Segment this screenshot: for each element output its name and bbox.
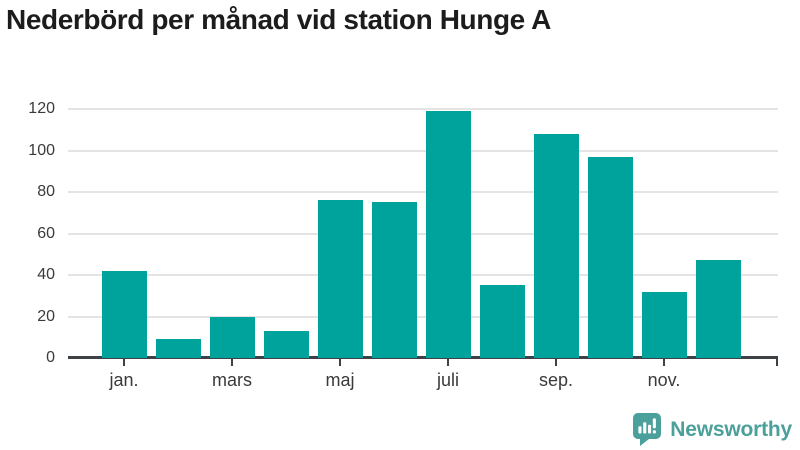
bar-mars: [209, 316, 255, 358]
newsworthy-speech-bubble-chart-icon: [633, 413, 662, 446]
bar-juli: [425, 111, 471, 358]
bar-dec.: [695, 260, 741, 358]
bar-juni: [371, 202, 417, 358]
x-axis-label-jan.: jan.: [109, 370, 139, 390]
x-axis-label-maj: maj: [325, 370, 355, 390]
y-axis-label-60: 60: [37, 224, 55, 242]
gridline-y-120: [68, 108, 778, 110]
y-axis-label-40: 40: [37, 266, 55, 283]
gridline-y-40: [68, 274, 778, 276]
x-axis-line: [68, 356, 778, 359]
x-axis-label-mars: mars: [212, 370, 252, 390]
x-axis-end-tick: [775, 359, 778, 366]
x-tick-juli: [446, 359, 450, 366]
x-axis-label-sep.: sep.: [538, 370, 574, 390]
y-axis-label-0: 0: [46, 349, 55, 366]
bar-feb.: [155, 339, 201, 358]
bar-aug.: [479, 285, 525, 358]
newsworthy-logo[interactable]: Newsworthy: [633, 413, 792, 446]
bar-maj: [317, 200, 363, 358]
bar-nov.: [641, 291, 687, 358]
newsworthy-logo-text: Newsworthy: [670, 417, 792, 441]
bar-okt.: [587, 156, 633, 358]
bar-sep.: [533, 133, 579, 358]
x-tick-mars: [230, 359, 234, 366]
x-axis-label-juli: juli: [436, 370, 459, 390]
gridline-y-80: [68, 191, 778, 193]
x-axis-label-nov.: nov.: [647, 370, 681, 390]
x-tick-nov.: [662, 359, 666, 366]
y-axis-label-20: 20: [37, 307, 55, 325]
x-tick-jan.: [122, 359, 126, 366]
x-tick-maj: [338, 359, 342, 366]
bar-apr.: [263, 331, 309, 358]
plot-area: 0 20 40 60 80 100 120 jan. mars maj juli sep. nov.: [28, 100, 778, 390]
chart-title: Nederbörd per månad vid station Hunge A: [6, 4, 551, 35]
x-tick-sep.: [554, 359, 558, 366]
gridline-y-100: [68, 149, 778, 152]
gridline-y-20: [68, 315, 778, 318]
gridline-y-60: [68, 232, 778, 235]
y-axis-label-80: 80: [37, 183, 55, 200]
y-axis-label-100: 100: [28, 141, 55, 159]
bar-jan.: [101, 270, 147, 358]
y-axis-label-120: 120: [28, 100, 55, 117]
